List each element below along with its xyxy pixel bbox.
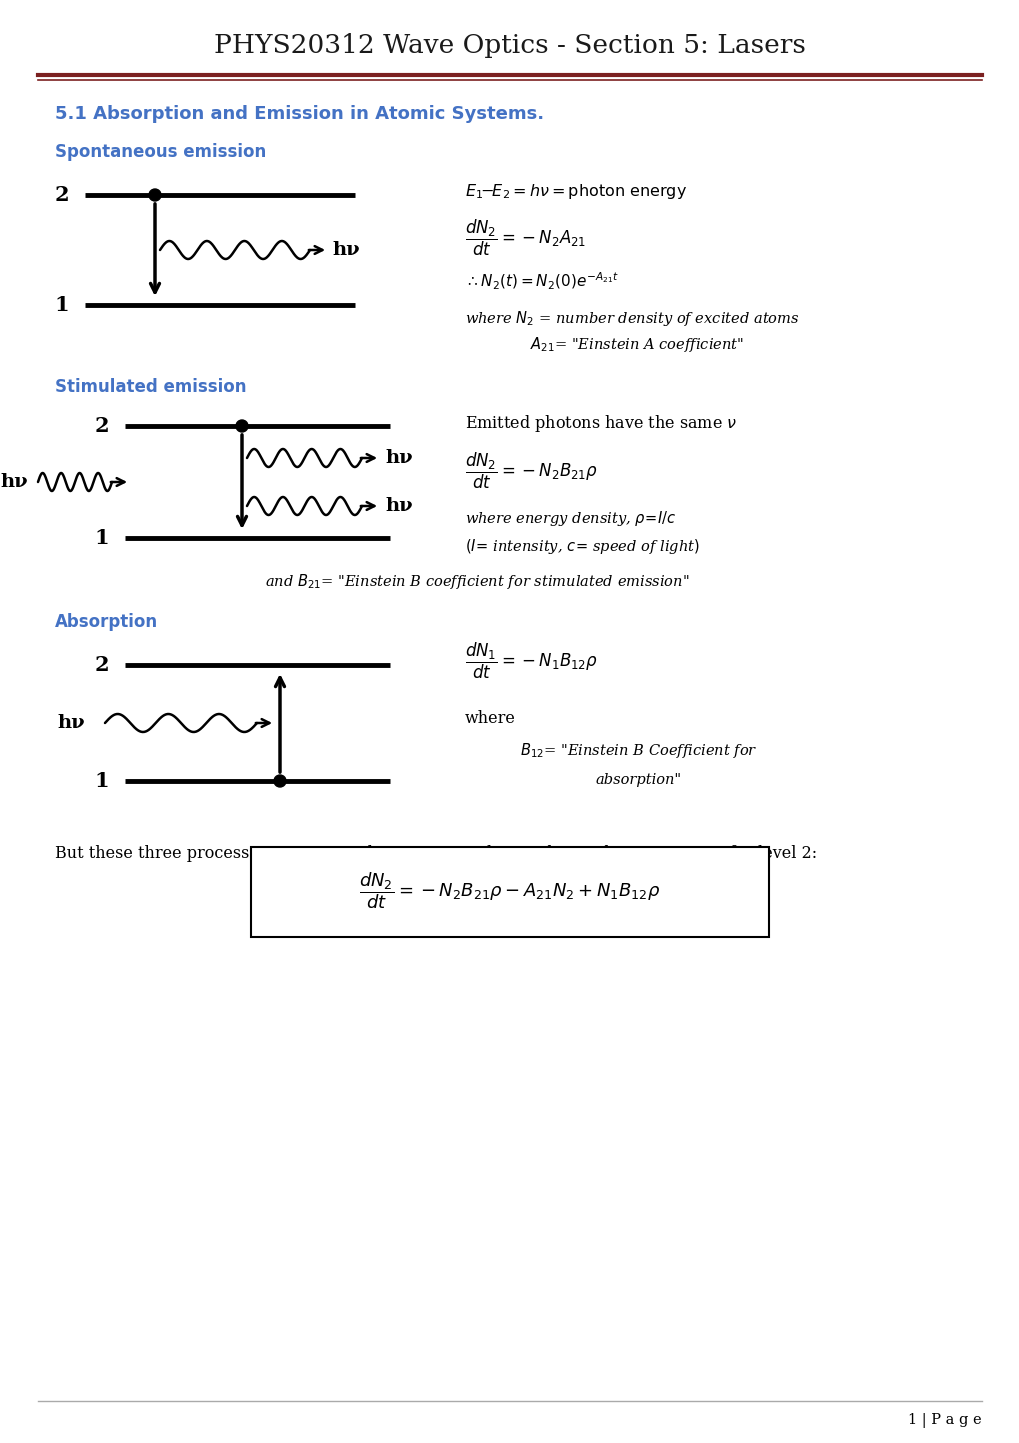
Circle shape xyxy=(149,189,161,201)
Text: $\therefore N_2(t) = N_2(0)e^{-A_{21}t}$: $\therefore N_2(t) = N_2(0)e^{-A_{21}t}$ xyxy=(465,270,619,291)
Text: $\dfrac{dN_2}{dt} = -N_2 B_{21}\rho$: $\dfrac{dN_2}{dt} = -N_2 B_{21}\rho$ xyxy=(465,450,597,491)
Text: $\dfrac{dN_1}{dt} = -N_1 B_{12}\rho$: $\dfrac{dN_1}{dt} = -N_1 B_{12}\rho$ xyxy=(465,641,597,681)
Text: $(I\!=\!$ intensity, $c\!=\!$ speed of light$)$: $(I\!=\!$ intensity, $c\!=\!$ speed of l… xyxy=(465,537,699,556)
Text: hν: hν xyxy=(384,449,413,468)
Text: 5.1 Absorption and Emission in Atomic Systems.: 5.1 Absorption and Emission in Atomic Sy… xyxy=(55,105,543,123)
Text: Emitted photons have the same $\nu$: Emitted photons have the same $\nu$ xyxy=(465,413,737,433)
Text: and $B_{21}$= "Einstein B coefficient for stimulated emission": and $B_{21}$= "Einstein B coefficient fo… xyxy=(265,571,689,590)
Text: Stimulated emission: Stimulated emission xyxy=(55,378,247,395)
Text: But these three processes operate at the same time, hence the total rate equatio: But these three processes operate at the… xyxy=(55,846,816,861)
Text: Spontaneous emission: Spontaneous emission xyxy=(55,143,266,162)
Text: hν: hν xyxy=(384,496,413,515)
Text: 1 | P a g e: 1 | P a g e xyxy=(908,1413,981,1429)
FancyBboxPatch shape xyxy=(251,847,768,937)
Text: absorption": absorption" xyxy=(594,773,681,786)
Text: hν: hν xyxy=(331,241,360,258)
Text: where: where xyxy=(465,710,516,726)
Text: hν: hν xyxy=(57,714,85,732)
Text: where energy density, $\rho\!=\!I/c$: where energy density, $\rho\!=\!I/c$ xyxy=(465,508,676,528)
Text: 1: 1 xyxy=(55,294,69,315)
Text: 2: 2 xyxy=(55,185,69,205)
Text: 1: 1 xyxy=(95,771,109,791)
Text: 2: 2 xyxy=(95,416,109,436)
Text: $A_{21}$= "Einstein A coefficient": $A_{21}$= "Einstein A coefficient" xyxy=(530,336,743,355)
Text: 2: 2 xyxy=(95,655,109,675)
Text: $\dfrac{dN_2}{dt} = -N_2 A_{21}$: $\dfrac{dN_2}{dt} = -N_2 A_{21}$ xyxy=(465,218,586,258)
Circle shape xyxy=(235,420,248,431)
Text: $E_1\!\!-\!\!E_2 = h\nu = \mathrm{photon\ energy}$: $E_1\!\!-\!\!E_2 = h\nu = \mathrm{photon… xyxy=(465,182,687,201)
Text: $\dfrac{dN_2}{dt} = -N_2 B_{21}\rho - A_{21}N_2 + N_1 B_{12}\rho$: $\dfrac{dN_2}{dt} = -N_2 B_{21}\rho - A_… xyxy=(359,870,660,912)
Text: PHYS20312 Wave Optics - Section 5: Lasers: PHYS20312 Wave Optics - Section 5: Laser… xyxy=(214,33,805,58)
Text: hν: hν xyxy=(0,473,28,491)
Text: $B_{12}$= "Einstein B Coefficient for: $B_{12}$= "Einstein B Coefficient for xyxy=(520,740,757,759)
Text: 1: 1 xyxy=(95,528,109,548)
Text: where $N_2$ = number density of excited atoms: where $N_2$ = number density of excited … xyxy=(465,309,799,328)
Text: Absorption: Absorption xyxy=(55,613,158,631)
Circle shape xyxy=(274,775,285,786)
